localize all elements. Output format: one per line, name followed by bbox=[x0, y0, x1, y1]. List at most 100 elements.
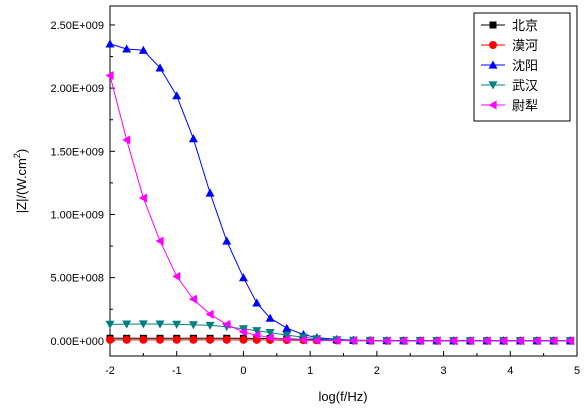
data-point bbox=[122, 335, 131, 344]
series-5 bbox=[105, 70, 574, 346]
legend-entry: 沈阳 bbox=[481, 59, 538, 74]
data-point bbox=[222, 236, 232, 245]
data-point bbox=[449, 336, 458, 346]
legend-marker bbox=[489, 21, 497, 29]
x-tick-label: 2 bbox=[374, 365, 380, 377]
y-axis: 0.00E+000 5.00E+008 1.00E+009 1.50E+009 2.00… bbox=[50, 20, 115, 348]
data-point bbox=[465, 336, 474, 346]
data-point bbox=[172, 271, 181, 281]
data-point bbox=[382, 336, 391, 346]
data-point bbox=[156, 335, 165, 344]
data-point bbox=[138, 320, 148, 329]
data-point bbox=[205, 309, 214, 319]
data-point bbox=[172, 320, 182, 329]
data-point bbox=[122, 44, 132, 53]
data-point bbox=[139, 335, 148, 344]
legend-entry: 武汉 bbox=[481, 79, 538, 94]
data-point bbox=[499, 336, 508, 346]
data-point bbox=[432, 336, 441, 346]
data-point bbox=[138, 45, 148, 54]
y-axis-title-sup: 2 bbox=[12, 153, 22, 158]
data-point bbox=[189, 335, 198, 344]
data-point bbox=[122, 320, 132, 329]
x-tick-label: 1 bbox=[307, 365, 313, 377]
y-tick-label: 5.00E+008 bbox=[50, 273, 104, 285]
data-point bbox=[252, 327, 262, 336]
y-axis-title: |Z|/(W.cm2) bbox=[12, 149, 29, 214]
data-point bbox=[238, 273, 248, 282]
legend-label: 武汉 bbox=[512, 79, 538, 94]
legend-label: 尉犁 bbox=[512, 99, 538, 114]
data-point bbox=[532, 336, 541, 346]
x-axis-title: log(f/Hz) bbox=[318, 389, 367, 404]
data-point bbox=[155, 63, 165, 72]
data-point bbox=[565, 336, 574, 346]
data-point bbox=[122, 135, 131, 145]
data-point bbox=[172, 91, 182, 100]
y-tick-label: 2.50E+009 bbox=[50, 20, 104, 32]
data-point bbox=[238, 327, 248, 337]
legend-entry: 北京 bbox=[481, 19, 538, 34]
x-tick-label: 4 bbox=[507, 365, 513, 377]
y-axis-title-tail: ) bbox=[14, 149, 29, 153]
legend-marker bbox=[488, 81, 498, 90]
data-point bbox=[415, 336, 424, 346]
series-layer bbox=[105, 39, 575, 346]
data-point bbox=[515, 336, 524, 346]
data-point bbox=[188, 294, 197, 304]
data-point bbox=[106, 335, 114, 344]
data-point bbox=[298, 335, 308, 345]
data-point bbox=[238, 325, 248, 334]
data-point bbox=[399, 336, 408, 346]
x-tick-label: -2 bbox=[105, 365, 115, 377]
data-point bbox=[105, 70, 114, 80]
data-point bbox=[105, 320, 115, 329]
x-axis: -2 -1 0 1 2 3 4 5 bbox=[105, 351, 580, 377]
data-point bbox=[172, 335, 181, 344]
data-point bbox=[222, 335, 231, 344]
legend-entry: 尉犁 bbox=[481, 99, 538, 114]
data-point bbox=[312, 335, 321, 345]
data-point bbox=[205, 188, 215, 197]
data-point bbox=[265, 333, 274, 343]
y-tick-label: 1.50E+009 bbox=[50, 146, 104, 158]
x-tick-label: -1 bbox=[172, 365, 182, 377]
legend-marker bbox=[489, 41, 497, 49]
data-point bbox=[138, 193, 147, 203]
legend-entry: 漠河 bbox=[481, 39, 538, 54]
data-point bbox=[105, 39, 115, 48]
y-tick-label: 0.00E+000 bbox=[50, 336, 104, 348]
data-point bbox=[188, 134, 198, 143]
data-point bbox=[365, 336, 374, 346]
data-point bbox=[549, 336, 558, 346]
data-point bbox=[155, 236, 164, 246]
data-point bbox=[188, 321, 198, 330]
data-point bbox=[332, 336, 341, 346]
x-tick-label: 0 bbox=[240, 365, 246, 377]
data-point bbox=[265, 329, 275, 338]
data-point bbox=[482, 336, 491, 346]
legend-marker bbox=[488, 60, 498, 69]
y-tick-label: 2.00E+009 bbox=[50, 83, 104, 95]
data-point bbox=[282, 323, 292, 332]
data-point bbox=[265, 313, 275, 322]
data-point bbox=[252, 330, 261, 340]
legend-label: 北京 bbox=[512, 19, 538, 34]
data-point bbox=[239, 335, 248, 344]
data-point bbox=[155, 320, 165, 329]
y-axis-title-main: |Z|/(W.cm bbox=[14, 158, 29, 213]
data-point bbox=[252, 298, 262, 307]
data-point bbox=[349, 336, 358, 346]
legend-label: 沈阳 bbox=[512, 59, 538, 74]
legend-marker bbox=[488, 100, 497, 110]
data-point bbox=[282, 331, 292, 340]
data-point bbox=[282, 334, 291, 344]
y-tick-label: 1.00E+009 bbox=[50, 209, 104, 221]
x-tick-label: 5 bbox=[574, 365, 580, 377]
data-point bbox=[222, 319, 231, 329]
data-point bbox=[206, 335, 215, 344]
legend-label: 漠河 bbox=[512, 39, 538, 54]
data-point bbox=[205, 321, 215, 330]
